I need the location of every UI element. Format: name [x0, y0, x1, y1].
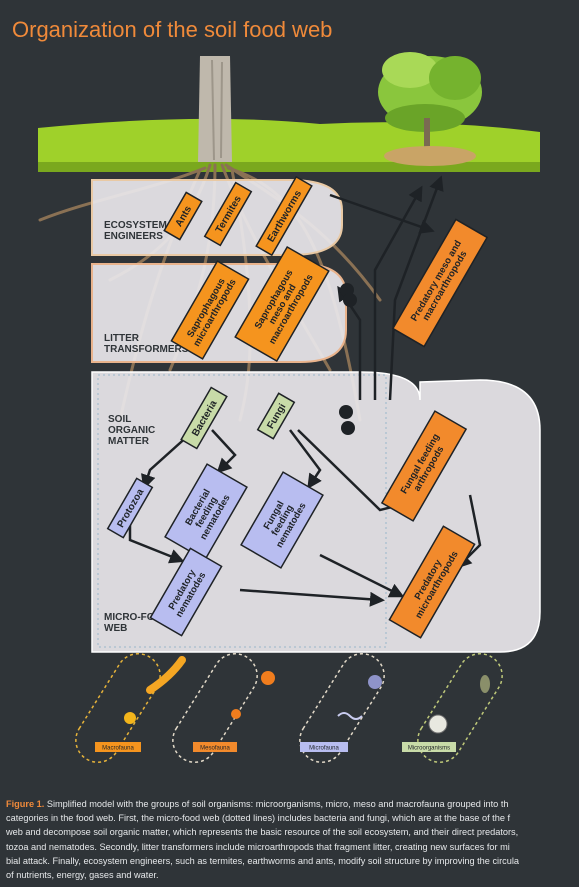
legend-capsule-mesofauna [172, 653, 258, 763]
organism-box-ants: Ants [163, 191, 203, 241]
legend-tag-microfauna: Microfauna [300, 742, 348, 752]
zone-label-microweb: MICRO-FOOD WEB [104, 612, 170, 634]
trunk-grain [211, 59, 223, 161]
organism-box-saprophagous-meso: Saprophagousmeso andmacroarthropods [234, 245, 330, 363]
bacteria-illustration [428, 714, 448, 734]
legend-tag-macrofauna: Macrofauna [95, 742, 141, 752]
caption-label: Figure 1. [6, 799, 45, 809]
arrow-fungi-fungal-nematodes [289, 429, 322, 490]
mite-illustration [261, 671, 275, 685]
legend-capsule-microorganisms [417, 653, 503, 763]
fungi-illustration [480, 675, 490, 693]
caption-line-1: Simplified model with the groups of soil… [44, 799, 509, 809]
tree-trunk [198, 56, 232, 162]
trophic-arrows [128, 175, 482, 607]
legend-label: Mesofauna [200, 746, 230, 752]
arrow-up-engineers [373, 185, 423, 400]
legend-label: Microfauna [309, 746, 339, 752]
organism-box-fungal-feeding-nematodes: Fungalfeedingnematodes [240, 471, 324, 569]
zone-label-engineers: ECOSYSTEM ENGINEERS [104, 220, 167, 242]
springtail-illustration [231, 709, 241, 719]
ground-strip [38, 162, 540, 172]
figure-caption: Figure 1. Simplified model with the grou… [6, 797, 576, 882]
nematode-illustration [337, 712, 363, 720]
figure-title: Organization of the soil food web [12, 17, 332, 42]
legend: Macrofauna Mesofauna Microfauna Microorgani… [75, 653, 503, 763]
organism-box-fungi: Fungi [256, 392, 296, 440]
beetle-illustration [124, 712, 136, 724]
legend-tag-mesofauna: Mesofauna [193, 742, 237, 752]
legend-label: Microorganisms [408, 746, 450, 752]
zone-label-litter: LITTER TRANSFORMERS [104, 333, 189, 355]
caption-line-5: bial attack. Finally, ecosystem engineer… [6, 855, 520, 866]
caption-line-2: categories in the food web. First, the m… [6, 813, 511, 824]
arrow-fungal-nematodes-pred-micro [319, 553, 405, 598]
legend-capsule-microfauna [299, 653, 385, 763]
protozoa-illustration [368, 675, 382, 689]
caption-line-4: tozoa and nematodes. Secondly, litter tr… [6, 841, 510, 852]
arrow-bacteria-bact-nematodes [211, 429, 237, 474]
zone-label-som: SOIL ORGANIC MATTER [108, 414, 155, 447]
arrow-pred-nematodes-pred-micro [239, 588, 385, 607]
legend-tag-microorganisms: Microorganisms [402, 742, 456, 752]
caption-line-3: web and decompose soil organic matter, w… [6, 827, 519, 838]
earthworm-illustration [146, 656, 186, 694]
organism-box-predatory-meso: Predatory meso andmacroarthropods [391, 218, 489, 348]
shrub [378, 52, 482, 166]
caption-line-6: of nutrients, energy, gases and water. [6, 870, 159, 881]
arrow-engineers-predatory [329, 193, 435, 234]
legend-label: Macrofauna [102, 746, 134, 752]
legend-capsule-macrofauna [75, 653, 161, 763]
